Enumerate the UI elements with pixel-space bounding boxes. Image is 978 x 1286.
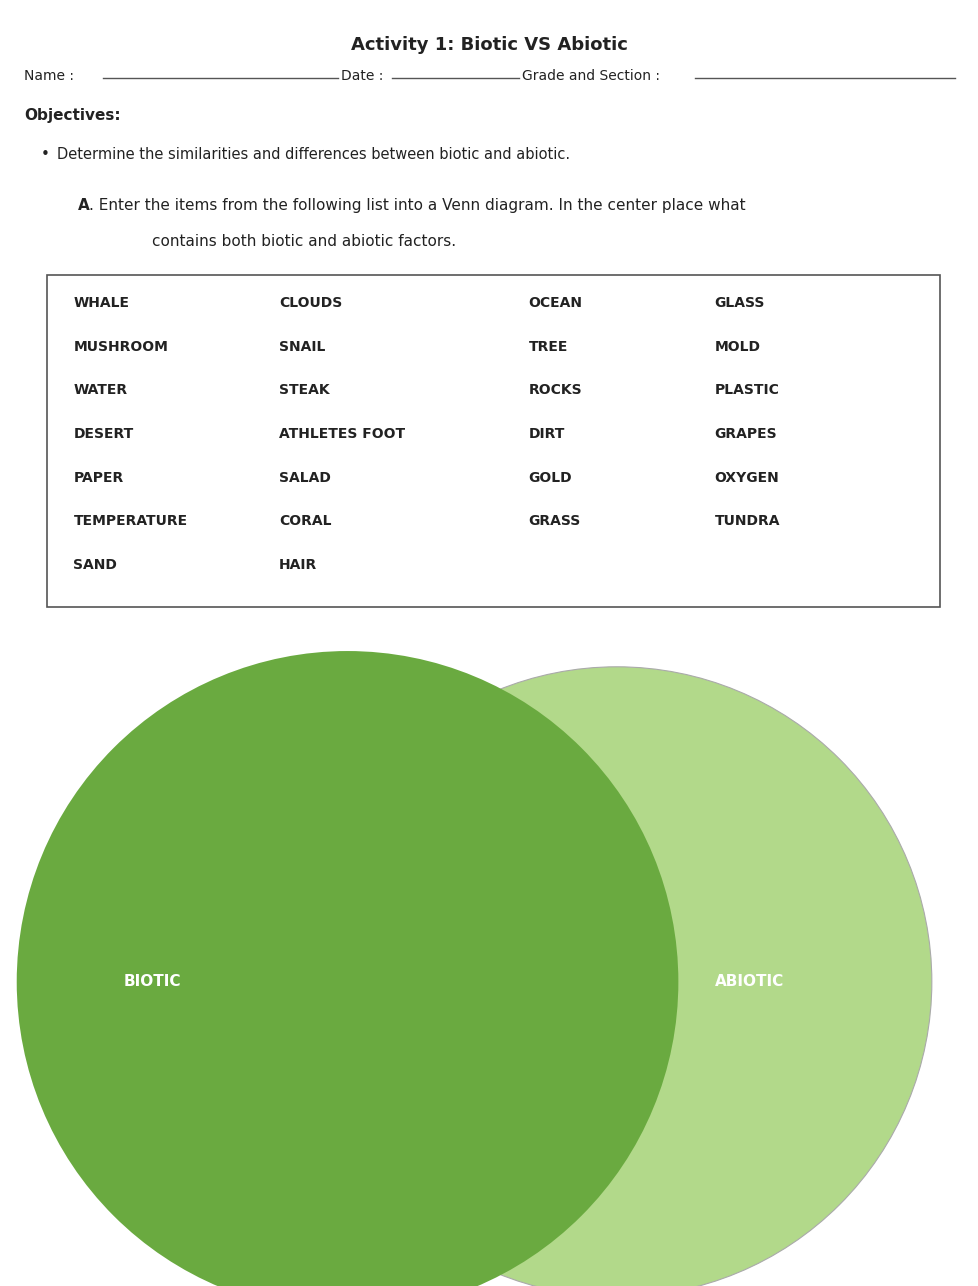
Text: MOLD: MOLD [714, 340, 760, 354]
Text: GLASS: GLASS [714, 296, 764, 310]
Text: Name :: Name : [24, 69, 83, 84]
Text: TEMPERATURE: TEMPERATURE [73, 514, 188, 529]
Text: PAPER: PAPER [73, 471, 123, 485]
Text: Objectives:: Objectives: [24, 108, 121, 123]
Ellipse shape [301, 666, 931, 1286]
Text: STEAK: STEAK [279, 383, 330, 397]
FancyBboxPatch shape [47, 275, 939, 607]
Text: Grade and Section :: Grade and Section : [521, 69, 668, 84]
Text: CLOUDS: CLOUDS [279, 296, 342, 310]
Text: ATHLETES FOOT: ATHLETES FOOT [279, 427, 405, 441]
Text: WHALE: WHALE [73, 296, 129, 310]
Text: ABIOTIC: ABIOTIC [714, 975, 783, 989]
Text: PLASTIC: PLASTIC [714, 383, 778, 397]
Text: SAND: SAND [73, 558, 117, 572]
Text: TREE: TREE [528, 340, 567, 354]
Text: MUSHROOM: MUSHROOM [73, 340, 168, 354]
Text: CORAL: CORAL [279, 514, 332, 529]
Text: Activity 1: Biotic VS Abiotic: Activity 1: Biotic VS Abiotic [351, 36, 627, 54]
Text: GRASS: GRASS [528, 514, 580, 529]
Text: DESERT: DESERT [73, 427, 134, 441]
Text: SNAIL: SNAIL [279, 340, 325, 354]
Ellipse shape [17, 651, 678, 1286]
Text: OCEAN: OCEAN [528, 296, 582, 310]
Text: BIOTIC: BIOTIC [123, 975, 181, 989]
Text: Date :: Date : [340, 69, 391, 84]
Text: OXYGEN: OXYGEN [714, 471, 778, 485]
Text: DIRT: DIRT [528, 427, 564, 441]
Text: GRAPES: GRAPES [714, 427, 777, 441]
Text: TUNDRA: TUNDRA [714, 514, 779, 529]
Text: contains both biotic and abiotic factors.: contains both biotic and abiotic factors… [152, 234, 456, 249]
Text: ROCKS: ROCKS [528, 383, 582, 397]
Text: . Enter the items from the following list into a Venn diagram. In the center pla: . Enter the items from the following lis… [89, 198, 745, 213]
Text: WATER: WATER [73, 383, 127, 397]
Text: GOLD: GOLD [528, 471, 572, 485]
Text: HAIR: HAIR [279, 558, 317, 572]
Text: •: • [41, 147, 50, 162]
Text: Determine the similarities and differences between biotic and abiotic.: Determine the similarities and differenc… [57, 147, 569, 162]
Text: SALAD: SALAD [279, 471, 331, 485]
Text: A: A [78, 198, 90, 213]
